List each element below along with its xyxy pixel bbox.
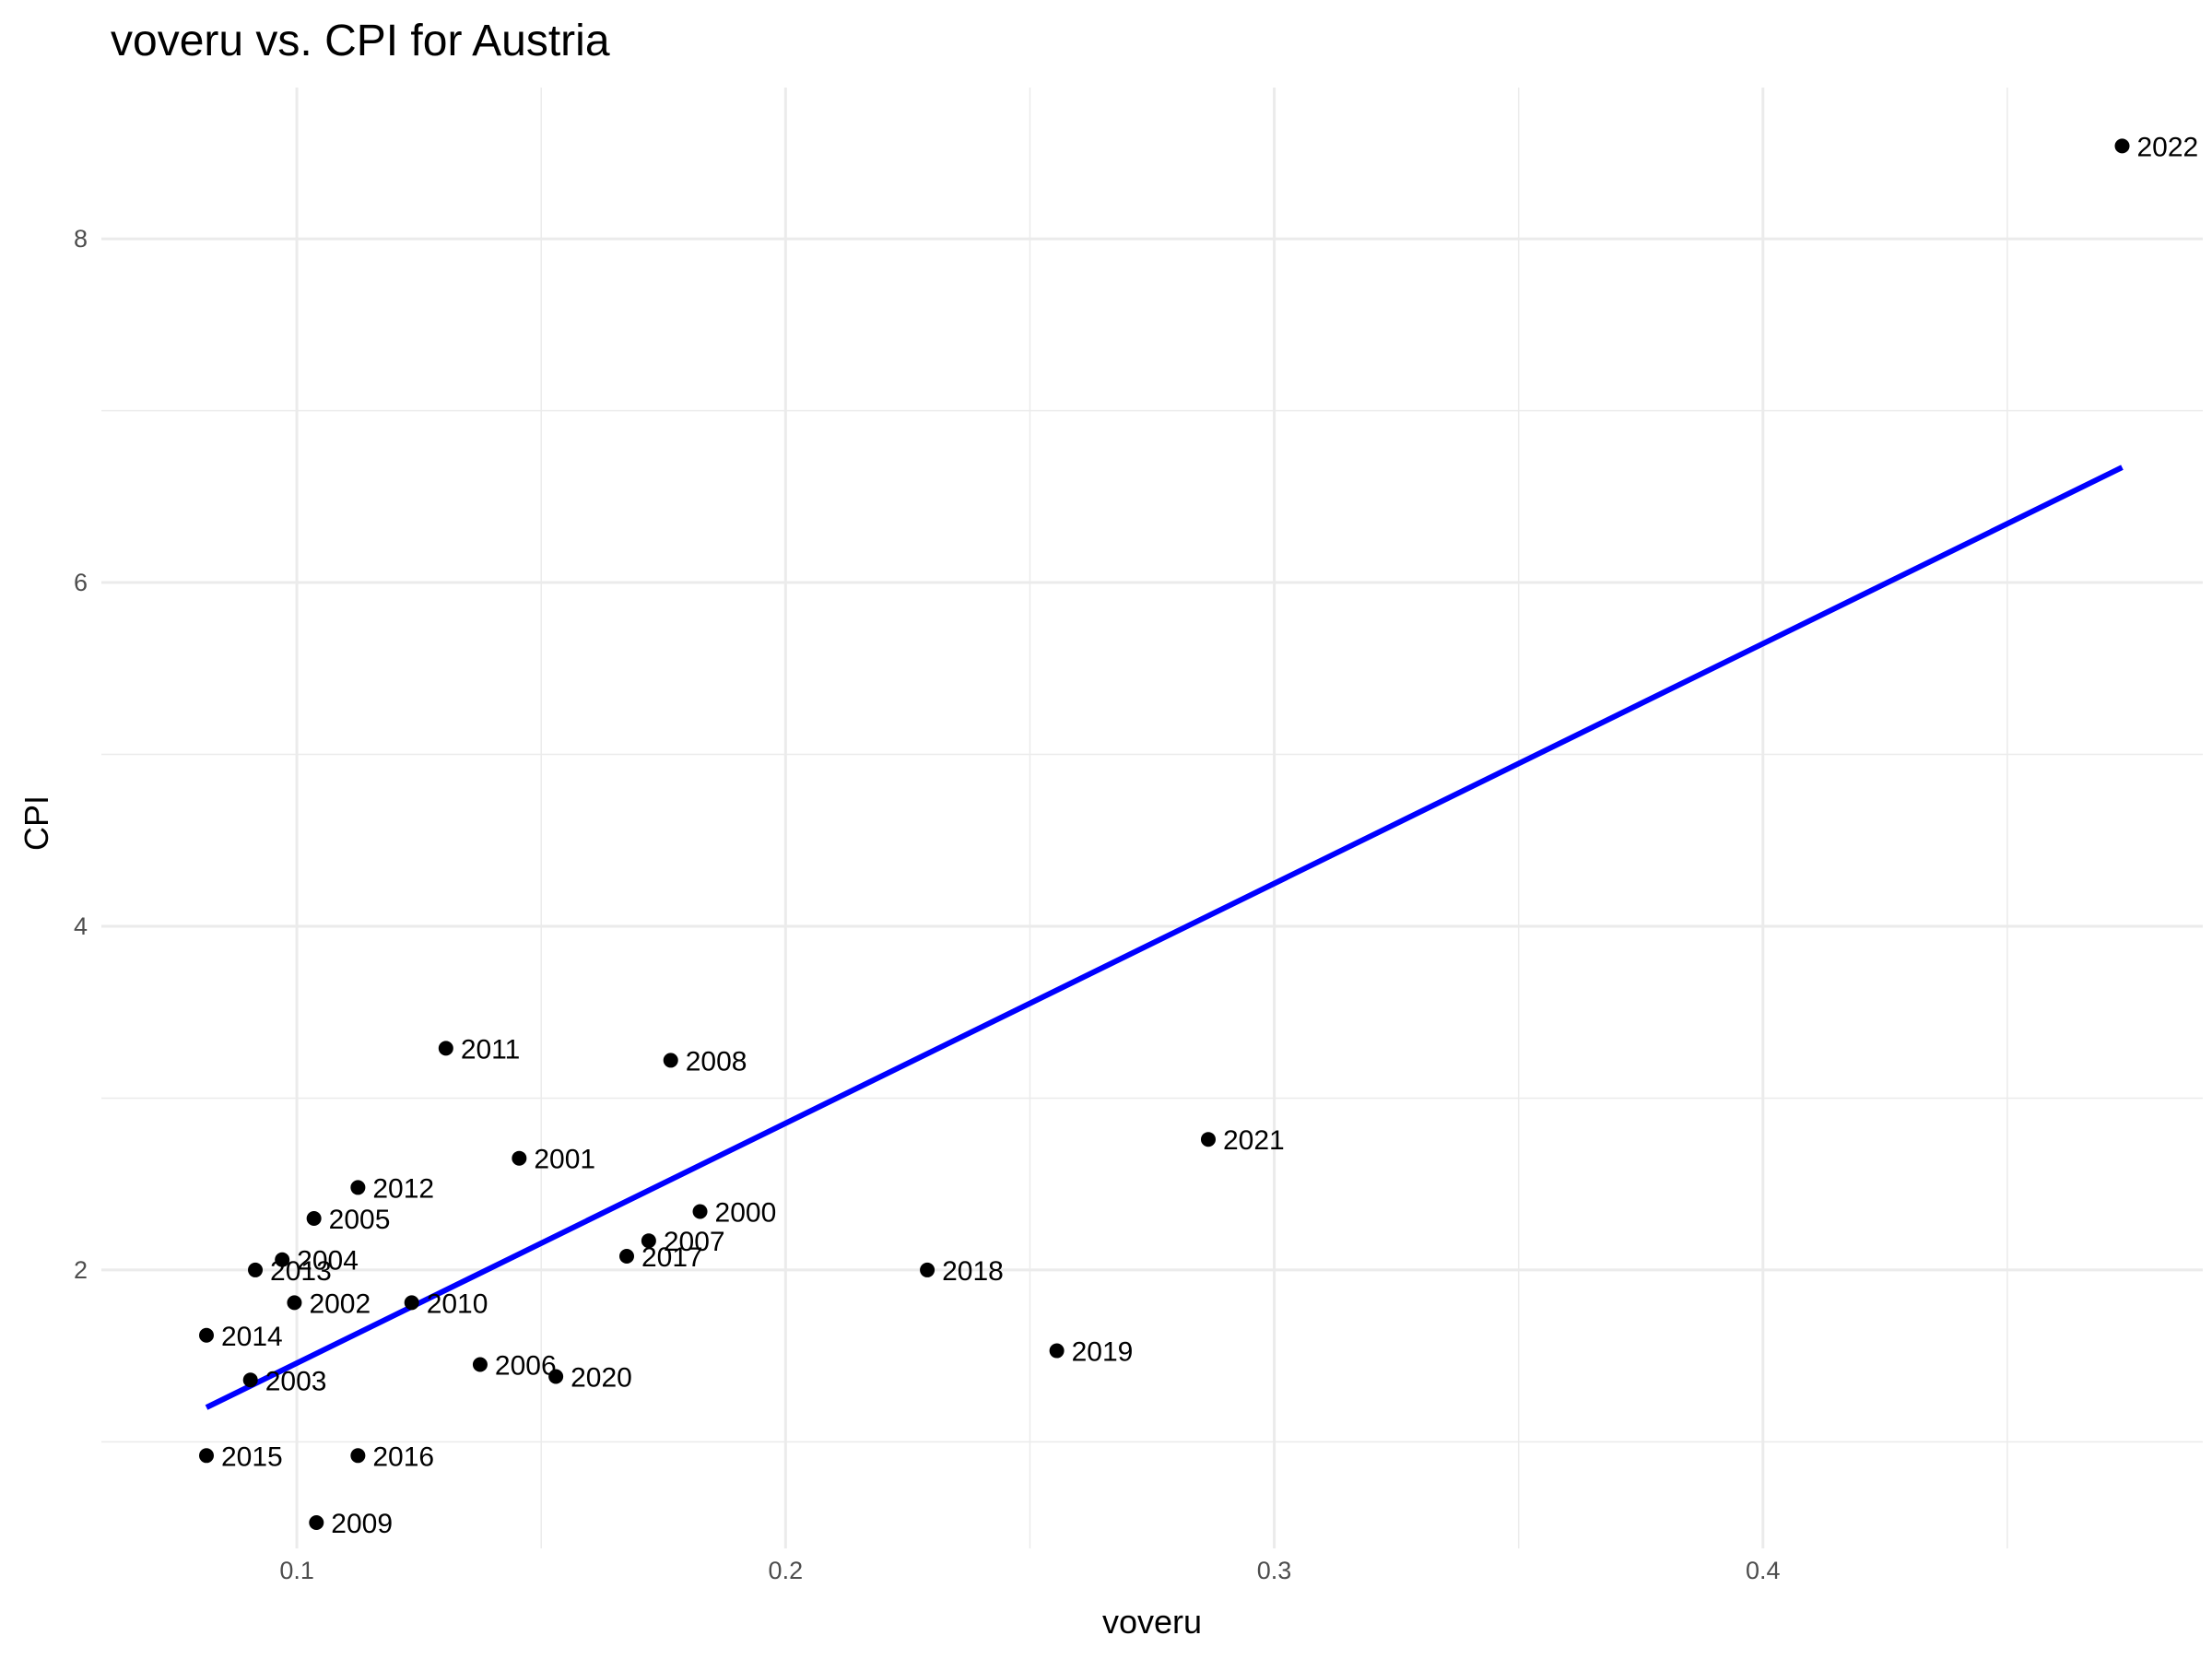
point-marker <box>512 1150 527 1166</box>
points-group: 2000 2001 2002 2003 2004 2005 2006 2007 2008 2009… <box>199 132 2198 1539</box>
point-label: 2005 <box>329 1205 391 1235</box>
point-marker <box>619 1249 634 1264</box>
point-marker <box>548 1369 564 1384</box>
point-label: 2013 <box>270 1256 332 1287</box>
point-label: 2004 <box>297 1246 359 1277</box>
point-label: 2000 <box>715 1198 777 1229</box>
data-point-2011: 2011 <box>438 1034 521 1065</box>
grid <box>101 88 2203 1548</box>
point-marker <box>309 1515 324 1531</box>
point-label: 2011 <box>461 1034 521 1065</box>
point-marker <box>641 1233 656 1249</box>
point-marker <box>438 1041 453 1056</box>
point-label: 2001 <box>534 1145 595 1175</box>
point-marker <box>306 1210 322 1226</box>
point-marker <box>1049 1343 1065 1359</box>
data-point-2021: 2021 <box>1200 1125 1285 1156</box>
data-point-2022: 2022 <box>2114 132 2199 162</box>
point-label: 2015 <box>221 1441 283 1472</box>
data-point-2003: 2003 <box>242 1366 327 1396</box>
point-marker <box>287 1295 302 1311</box>
point-label: 2014 <box>221 1322 283 1352</box>
point-marker <box>248 1262 264 1277</box>
data-point-2019: 2019 <box>1049 1337 1134 1368</box>
point-marker <box>2114 138 2130 154</box>
chart-title: voveru vs. CPI for Austria <box>111 17 610 65</box>
data-point-2015: 2015 <box>199 1441 283 1472</box>
x-axis-ticks: 0.1 0.2 0.3 0.4 <box>279 1557 1780 1584</box>
data-point-2018: 2018 <box>920 1256 1004 1287</box>
point-marker <box>350 1180 366 1195</box>
point-label: 2007 <box>664 1227 725 1257</box>
y-tick-label: 2 <box>74 1256 88 1284</box>
point-label: 2009 <box>331 1509 393 1539</box>
trend-line <box>205 465 2124 1410</box>
data-point-2010: 2010 <box>404 1288 488 1319</box>
point-label: 2018 <box>942 1256 1004 1287</box>
data-point-2014: 2014 <box>199 1322 283 1352</box>
point-label: 2020 <box>571 1363 632 1394</box>
point-marker <box>275 1252 290 1267</box>
data-point-2007: 2007 <box>641 1227 725 1257</box>
point-label: 2021 <box>1223 1125 1285 1156</box>
y-axis-title: CPI <box>18 795 55 851</box>
data-point-2008: 2008 <box>663 1046 747 1077</box>
x-tick-label: 0.1 <box>279 1557 314 1584</box>
x-tick-label: 0.3 <box>1257 1557 1292 1584</box>
data-point-2005: 2005 <box>306 1205 391 1235</box>
y-axis-ticks: 2 4 6 8 <box>74 225 88 1284</box>
data-point-2004: 2004 <box>275 1246 359 1277</box>
point-marker <box>404 1295 419 1311</box>
x-tick-label: 0.4 <box>1746 1557 1781 1584</box>
point-marker <box>472 1357 488 1372</box>
point-label: 2010 <box>427 1288 488 1319</box>
point-marker <box>692 1204 708 1219</box>
point-marker <box>199 1327 214 1343</box>
data-point-2002: 2002 <box>287 1288 371 1319</box>
data-point-2000: 2000 <box>692 1198 777 1229</box>
point-label: 2019 <box>1072 1337 1134 1368</box>
point-label: 2012 <box>372 1173 434 1204</box>
point-label: 2017 <box>641 1242 703 1273</box>
point-marker <box>663 1053 678 1068</box>
point-marker <box>1200 1132 1216 1147</box>
y-tick-label: 6 <box>74 569 88 596</box>
data-point-2001: 2001 <box>512 1145 595 1175</box>
data-point-2020: 2020 <box>548 1363 632 1394</box>
data-point-2013: 2013 <box>248 1256 332 1287</box>
point-marker <box>350 1448 366 1464</box>
point-marker <box>199 1448 214 1464</box>
data-point-2016: 2016 <box>350 1441 434 1472</box>
point-label: 2016 <box>372 1441 434 1472</box>
x-tick-label: 0.2 <box>769 1557 804 1584</box>
data-point-2012: 2012 <box>350 1173 434 1204</box>
data-point-2006: 2006 <box>472 1350 557 1381</box>
point-label: 2003 <box>265 1366 327 1396</box>
y-tick-label: 4 <box>74 912 88 940</box>
x-axis-title: voveru <box>1102 1603 1202 1641</box>
trend-line-group <box>205 465 2124 1410</box>
data-point-2017: 2017 <box>619 1242 703 1273</box>
point-label: 2022 <box>2137 132 2199 162</box>
point-label: 2008 <box>686 1046 747 1077</box>
point-marker <box>242 1372 258 1388</box>
point-marker <box>920 1262 935 1277</box>
point-label: 2002 <box>309 1288 371 1319</box>
point-label: 2006 <box>495 1350 557 1381</box>
data-point-2009: 2009 <box>309 1509 393 1539</box>
y-tick-label: 8 <box>74 225 88 253</box>
